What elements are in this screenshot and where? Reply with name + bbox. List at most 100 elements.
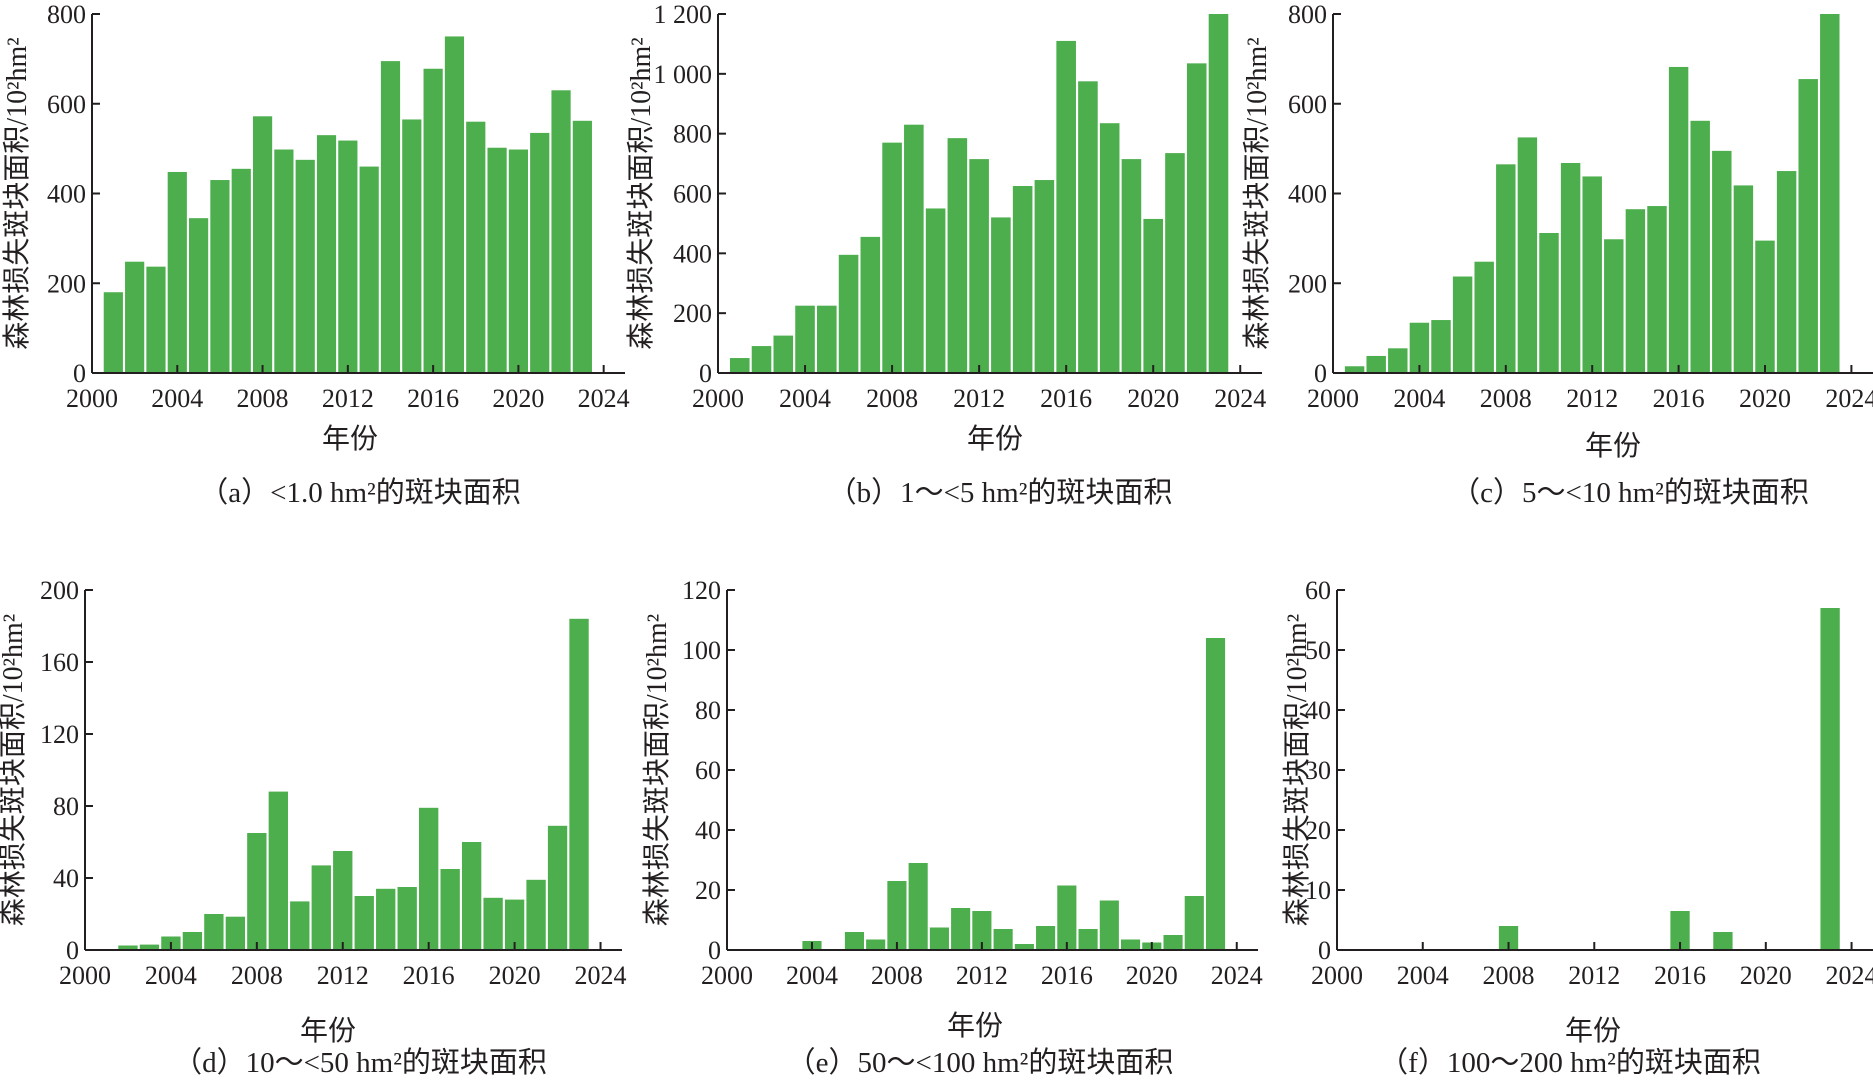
panel-caption: （d）10～<50 hm²的斑块面积 — [173, 1046, 547, 1079]
bar-2023 — [1205, 638, 1226, 950]
bar-2007 — [866, 939, 886, 950]
bar-2005 — [1431, 320, 1451, 373]
x-tick-label: 2000 — [59, 961, 111, 990]
bar-2021 — [1163, 935, 1183, 950]
bar-2014 — [380, 61, 401, 374]
bar-2011 — [311, 865, 331, 950]
bar-2009 — [268, 791, 288, 950]
x-tick-label: 2004 — [151, 384, 203, 413]
bar-2016 — [1668, 66, 1689, 373]
x-tick-label: 2020 — [1740, 961, 1792, 990]
y-tick-label: 400 — [47, 180, 86, 209]
panel-caption: （a）<1.0 hm²的斑块面积 — [199, 476, 520, 509]
x-tick-label: 2000 — [701, 961, 753, 990]
panel-caption: （e）50～<100 hm²的斑块面积 — [787, 1046, 1174, 1079]
x-tick-label: 2016 — [403, 961, 455, 990]
y-tick-label: 200 — [673, 299, 712, 328]
y-tick-label: 0 — [1314, 359, 1327, 388]
bar-2022 — [551, 90, 571, 373]
y-tick-label: 60 — [1305, 576, 1331, 605]
bar-2003 — [1388, 348, 1408, 373]
bar-2016 — [419, 807, 439, 950]
y-tick-label: 40 — [1305, 696, 1331, 725]
bar-2012 — [333, 851, 353, 950]
x-tick-label: 2008 — [866, 384, 918, 413]
y-tick-label: 120 — [682, 576, 721, 605]
bar-2010 — [929, 927, 949, 950]
bar-2021 — [530, 132, 550, 373]
x-tick-label: 2016 — [1653, 384, 1705, 413]
y-tick-label: 200 — [40, 576, 79, 605]
bar-2018 — [1712, 150, 1732, 373]
x-tick-label: 2000 — [1307, 384, 1359, 413]
x-tick-label: 2016 — [407, 384, 459, 413]
bar-2013 — [1604, 239, 1624, 373]
y-tick-label: 200 — [47, 269, 86, 298]
bar-2010 — [295, 159, 315, 373]
y-tick-label: 40 — [53, 864, 79, 893]
y-tick-label: 40 — [695, 816, 721, 845]
bar-2020 — [504, 899, 525, 950]
bar-2023 — [1820, 14, 1840, 373]
x-tick-label: 2000 — [1311, 961, 1363, 990]
x-tick-label: 2012 — [1568, 961, 1620, 990]
x-tick-label: 2024 — [1825, 384, 1873, 413]
bar-2007 — [225, 916, 246, 950]
bar-2012 — [338, 140, 358, 373]
bar-2011 — [951, 908, 971, 950]
x-tick-label: 2016 — [1654, 961, 1706, 990]
y-tick-label: 80 — [695, 696, 721, 725]
bar-2018 — [461, 842, 482, 950]
bar-2018 — [466, 121, 486, 373]
chart-panel-5: 0 20 40 60 80 100 120 2000 2004 2008 2012 2016 2020 2… — [641, 576, 1263, 1079]
chart-panel-2: 0 200 400 600 800 1 000 1 200 2000 2004 2008 2012 2… — [625, 0, 1266, 509]
bar-2007 — [231, 168, 251, 373]
bar-2013 — [354, 896, 374, 950]
bar-2017 — [1690, 120, 1710, 373]
x-axis-title: 年份 — [1565, 1015, 1621, 1047]
bar-2019 — [1121, 159, 1142, 373]
bar-2006 — [838, 254, 859, 373]
y-tick-label: 1 000 — [654, 60, 713, 89]
bar-2006 — [844, 932, 864, 950]
y-tick-label: 600 — [47, 90, 86, 119]
x-tick-label: 2016 — [1041, 961, 1093, 990]
x-tick-label: 2008 — [231, 961, 283, 990]
bar-2004 — [795, 305, 815, 373]
bar-2008 — [252, 116, 273, 373]
bar-2008 — [882, 142, 902, 373]
y-tick-label: 10 — [1305, 876, 1331, 905]
bar-2001 — [103, 292, 123, 373]
panel-caption: （f）100～200 hm²的斑块面积 — [1379, 1046, 1761, 1079]
x-tick-label: 2012 — [956, 961, 1008, 990]
bar-2017 — [440, 869, 460, 950]
bar-2016 — [1057, 885, 1077, 950]
bar-2006 — [1452, 276, 1473, 373]
bar-2013 — [993, 929, 1013, 950]
x-tick-label: 2012 — [1566, 384, 1618, 413]
y-tick-label: 50 — [1305, 636, 1331, 665]
y-axis-title: 森林损失斑块面积/10²hm² — [1241, 37, 1273, 349]
bar-2007 — [1474, 261, 1494, 373]
y-tick-label: 160 — [40, 648, 79, 677]
x-tick-label: 2012 — [953, 384, 1005, 413]
bar-2003 — [146, 266, 166, 373]
bar-2015 — [402, 119, 422, 374]
chart-panel-3: 0 200 400 600 800 2000 2004 2008 2012 2016 2020 202… — [1241, 0, 1873, 509]
x-tick-label: 2020 — [489, 961, 541, 990]
y-tick-label: 600 — [673, 180, 712, 209]
bar-2015 — [1036, 926, 1056, 950]
x-tick-label: 2020 — [1127, 384, 1179, 413]
y-tick-label: 30 — [1305, 756, 1331, 785]
bar-2015 — [1034, 180, 1055, 373]
bar-2021 — [526, 879, 546, 950]
x-tick-label: 2012 — [322, 384, 374, 413]
bar-2008 — [1496, 164, 1516, 373]
x-tick-label: 2012 — [317, 961, 369, 990]
bar-2020 — [1143, 218, 1163, 373]
y-tick-label: 80 — [53, 792, 79, 821]
bar-2009 — [274, 149, 294, 373]
bar-2022 — [547, 825, 568, 950]
bar-2003 — [773, 335, 794, 373]
